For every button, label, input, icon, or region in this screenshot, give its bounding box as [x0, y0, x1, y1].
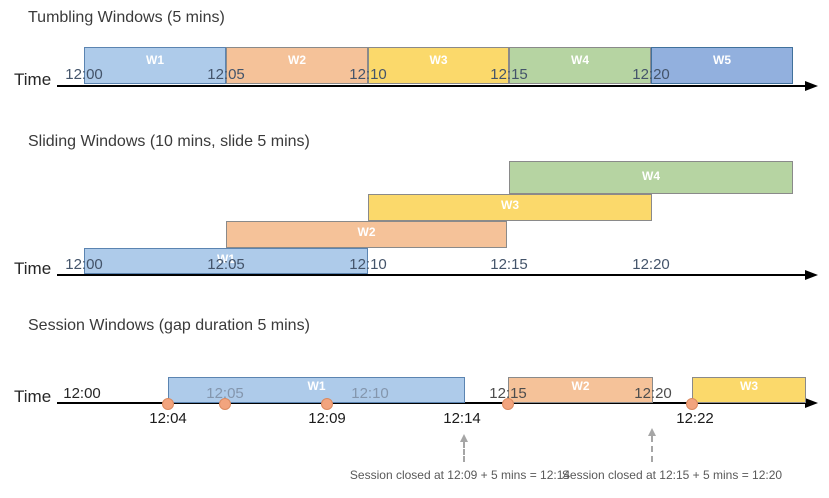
sliding-time-axis [57, 274, 805, 277]
session-window-box-w1 [168, 377, 465, 403]
session-event-time-label-12-22: 12:22 [676, 410, 714, 427]
sliding-time-axis-label: Time [14, 259, 52, 278]
tumbling-window-label-w1: W1 [146, 53, 164, 67]
tumbling-tick-12-15: 12:15 [490, 66, 528, 83]
session-event-time-label-12-09: 12:09 [308, 410, 346, 427]
tumbling-window-box-w1 [84, 47, 226, 84]
session-tick-12-05: 12:05 [206, 385, 244, 402]
tumbling-tick-12-00: 12:00 [65, 66, 103, 83]
tumbling-window-label-w2: W2 [288, 53, 306, 67]
session-time-axis [57, 402, 805, 405]
tumbling-window-label-w4: W4 [571, 53, 589, 67]
tumbling-window-label-w3: W3 [429, 53, 448, 67]
tumbling-window-box-w4 [509, 47, 651, 84]
sliding-tick-12-15: 12:15 [490, 256, 528, 273]
session-tick-12-15: 12:15 [489, 385, 527, 402]
session-event-time-label-12-04: 12:04 [149, 410, 187, 427]
session-event-dot-12-04 [162, 398, 174, 410]
session-annotation-arrowhead-icon-1 [460, 434, 468, 442]
session-event-dot-12-22 [686, 398, 698, 410]
session-annotation-dashed-line-2 [651, 436, 653, 462]
session-event-dot-12-05 [219, 398, 231, 410]
sliding-window-box-w4 [509, 161, 793, 194]
session-window-label-w1: W1 [307, 379, 326, 393]
session-event-dot-12-15 [502, 398, 514, 410]
tumbling-window-label-w5: W5 [713, 53, 731, 67]
sliding-window-box-w3 [368, 194, 652, 221]
sliding-window-label-w1: W1 [217, 252, 235, 266]
tumbling-time-axis [57, 85, 805, 88]
sliding-window-box-w2 [226, 221, 507, 248]
sliding-window-label-w2: W2 [357, 225, 376, 239]
sliding-tick-12-10: 12:10 [349, 256, 387, 273]
sliding-tick-12-00: 12:00 [65, 256, 103, 273]
tumbling-window-box-w2 [226, 47, 368, 84]
session-window-label-w3: W3 [740, 379, 758, 393]
session-tick-12-20: 12:20 [634, 385, 672, 402]
session-time-axis-label: Time [14, 387, 52, 406]
sliding-tick-12-05: 12:05 [207, 256, 245, 273]
session-annotation-text-1: Session closed at 12:09 + 5 mins = 12:14 [349, 468, 571, 482]
tumbling-tick-12-20: 12:20 [632, 66, 670, 83]
sliding-axis-arrowhead-icon [805, 270, 818, 281]
tumbling-section-title: Tumbling Windows (5 mins) [28, 9, 225, 26]
session-window-box-w3 [692, 377, 806, 403]
tumbling-tick-12-05: 12:05 [207, 66, 245, 83]
session-tick-12-00: 12:00 [63, 385, 101, 402]
tumbling-window-box-w5 [651, 47, 793, 84]
session-annotation-text-2: Session closed at 12:15 + 5 mins = 12:20 [561, 468, 783, 482]
session-axis-arrowhead-icon [805, 398, 818, 409]
sliding-window-box-w1 [84, 248, 368, 274]
session-annotation-arrowhead-icon-2 [648, 428, 656, 436]
tumbling-window-box-w3 [368, 47, 509, 84]
session-window-box-w2 [508, 377, 653, 403]
sliding-window-label-w4: W4 [642, 169, 660, 183]
sliding-section-title: Sliding Windows (10 mins, slide 5 mins) [28, 133, 310, 150]
sliding-window-label-w3: W3 [501, 198, 519, 212]
session-event-dot-12-09 [321, 398, 333, 410]
session-tick-12-10: 12:10 [351, 385, 389, 402]
sliding-tick-12-20: 12:20 [632, 256, 670, 273]
session-window-label-w2: W2 [571, 379, 590, 393]
session-annotation-dashed-line-1 [463, 442, 465, 462]
tumbling-time-axis-label: Time [14, 70, 52, 89]
session-section-title: Session Windows (gap duration 5 mins) [28, 317, 310, 334]
tumbling-axis-arrowhead-icon [805, 81, 818, 92]
session-event-time-label-12-14: 12:14 [443, 410, 481, 427]
tumbling-tick-12-10: 12:10 [349, 66, 387, 83]
